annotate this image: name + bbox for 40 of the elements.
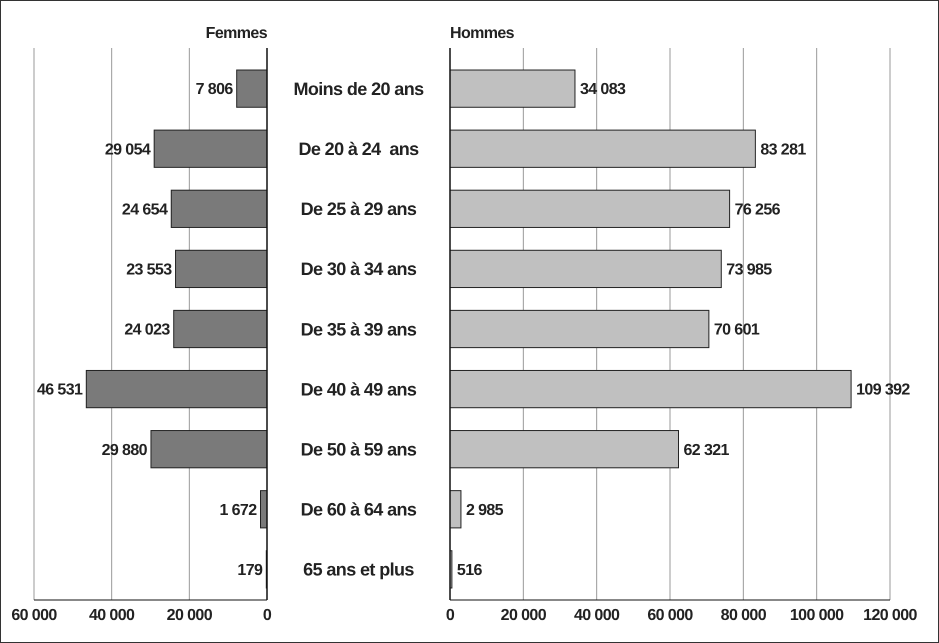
x-tick-label: 100 000 [790, 607, 844, 624]
x-tick-label: 20 000 [500, 607, 547, 624]
y-tick-label: De 25 à 29 ans [300, 199, 417, 220]
x-tick-label: 80 000 [720, 607, 767, 624]
data-label: 179 [237, 562, 263, 579]
x-tick-label: 40 000 [88, 607, 136, 624]
data-label: 70 601 [714, 322, 760, 339]
data-label: 516 [456, 562, 482, 579]
data-label: 24 654 [122, 201, 168, 218]
x-tick-label: 0 [262, 607, 272, 624]
data-label: 1 672 [219, 502, 258, 519]
data-label: 109 392 [856, 382, 910, 399]
chart-title: Hommes [450, 25, 515, 42]
data-label: 29 054 [104, 141, 151, 158]
data-label: 29 880 [102, 442, 148, 459]
y-tick-label: 65 ans et plus [303, 560, 414, 580]
x-tick-label: 40 000 [574, 607, 620, 624]
x-tick-label: 60 000 [647, 607, 694, 624]
data-label: 34 083 [580, 81, 626, 98]
data-label: 62 321 [684, 442, 730, 459]
data-label: 23 553 [126, 262, 172, 279]
y-tick-label: Moins de 20 ans [293, 78, 424, 99]
data-label: 24 023 [124, 322, 170, 339]
y-tick-label: De 30 à 34 ans [300, 259, 417, 280]
x-tick-label: 20 000 [166, 607, 213, 624]
data-label: 76 256 [734, 201, 781, 218]
data-label: 7 806 [196, 81, 234, 98]
data-label: 73 985 [726, 262, 772, 279]
y-tick-label: De 60 à 64 ans [300, 500, 417, 520]
data-label: 46 531 [36, 382, 83, 399]
data-label: 83 281 [760, 141, 806, 158]
chart-title: Femmes [206, 25, 268, 42]
y-tick-label: De 50 à 59 ans [300, 439, 417, 460]
y-tick-label: De 40 à 49 ans [300, 379, 417, 400]
x-tick-label: 60 000 [11, 607, 58, 624]
x-tick-label: 120 000 [863, 607, 918, 624]
data-label: 2 985 [466, 502, 504, 519]
y-tick-label: De 35 à 39 ans [300, 319, 417, 340]
y-tick-label: De 20 à 24 ans [298, 139, 420, 160]
x-tick-label: 0 [446, 607, 455, 624]
